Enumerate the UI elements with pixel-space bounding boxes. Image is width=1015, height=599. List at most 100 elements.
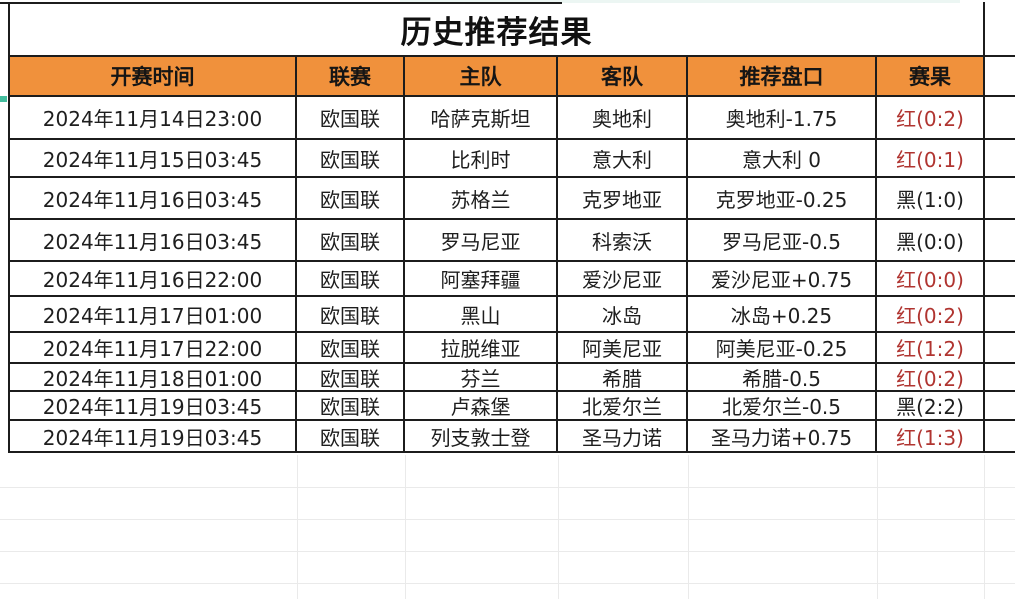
cell-result[interactable]: 红(0:2) [877, 364, 985, 392]
gridline [877, 455, 878, 599]
cell-result[interactable]: 黑(2:2) [877, 392, 985, 421]
cell-league[interactable]: 欧国联 [297, 178, 405, 220]
cell-home[interactable]: 哈萨克斯坦 [405, 97, 558, 140]
gridline [0, 551, 1015, 552]
cell-result[interactable]: 黑(1:0) [877, 178, 985, 220]
gridline [0, 487, 1015, 488]
cell-spacer[interactable] [985, 333, 1015, 364]
cell-home[interactable]: 罗马尼亚 [405, 220, 558, 262]
cell-spacer[interactable] [985, 262, 1015, 297]
cell-home[interactable]: 阿塞拜疆 [405, 262, 558, 297]
cell-home[interactable]: 卢森堡 [405, 392, 558, 421]
cell-time[interactable]: 2024年11月16日22:00 [8, 262, 297, 297]
cell-result[interactable]: 红(0:0) [877, 262, 985, 297]
cell-away[interactable]: 北爱尔兰 [558, 392, 688, 421]
cell-league[interactable]: 欧国联 [297, 297, 405, 333]
cell-league[interactable]: 欧国联 [297, 262, 405, 297]
cell-handicap[interactable]: 爱沙尼亚+0.75 [688, 262, 877, 297]
cell-spacer[interactable] [985, 140, 1015, 178]
cell-time[interactable]: 2024年11月14日23:00 [8, 97, 297, 140]
cell-time[interactable]: 2024年11月19日03:45 [8, 421, 297, 453]
cell-time[interactable]: 2024年11月19日03:45 [8, 392, 297, 421]
cell-home[interactable]: 比利时 [405, 140, 558, 178]
gridline [688, 455, 689, 599]
gridline [297, 455, 298, 599]
cell-handicap[interactable]: 圣马力诺+0.75 [688, 421, 877, 453]
cell-spacer[interactable] [985, 392, 1015, 421]
cell-result[interactable]: 红(1:3) [877, 421, 985, 453]
gridline [984, 455, 985, 599]
cell-handicap[interactable]: 北爱尔兰-0.5 [688, 392, 877, 421]
results-table: 开赛时间 联赛 主队 客队 推荐盘口 赛果 2024年11月14日23:00 欧… [8, 55, 1015, 453]
cell-spacer[interactable] [985, 178, 1015, 220]
header-handicap[interactable]: 推荐盘口 [688, 57, 877, 97]
cell-result[interactable]: 黑(0:0) [877, 220, 985, 262]
cell-away[interactable]: 科索沃 [558, 220, 688, 262]
title-right-border [983, 2, 985, 55]
gridline [558, 455, 559, 599]
cell-league[interactable]: 欧国联 [297, 220, 405, 262]
cell-time[interactable]: 2024年11月18日01:00 [8, 364, 297, 392]
cell-handicap[interactable]: 意大利 0 [688, 140, 877, 178]
header-time-label: 开赛时间 [110, 65, 195, 89]
cell-league[interactable]: 欧国联 [297, 140, 405, 178]
cell-result[interactable]: 红(0:1) [877, 140, 985, 178]
top-edge-strip [400, 0, 960, 3]
cell-time[interactable]: 2024年11月15日03:45 [8, 140, 297, 178]
cell-home[interactable]: 拉脱维亚 [405, 333, 558, 364]
cell-away[interactable]: 克罗地亚 [558, 178, 688, 220]
header-result[interactable]: 赛果 [877, 57, 985, 97]
gridline [0, 519, 1015, 520]
cell-away[interactable]: 圣马力诺 [558, 421, 688, 453]
cell-away[interactable]: 希腊 [558, 364, 688, 392]
cell-away[interactable]: 爱沙尼亚 [558, 262, 688, 297]
cell-time[interactable]: 2024年11月16日03:45 [8, 220, 297, 262]
gridline [405, 455, 406, 599]
header-handicap-label: 推荐盘口 [739, 65, 824, 89]
header-spacer-cell[interactable] [985, 57, 1015, 97]
cell-spacer[interactable] [985, 421, 1015, 453]
cell-handicap[interactable]: 克罗地亚-0.25 [688, 178, 877, 220]
cell-spacer[interactable] [985, 364, 1015, 392]
pane-marker [0, 96, 7, 102]
cell-spacer[interactable] [985, 297, 1015, 333]
cell-result[interactable]: 红(0:2) [877, 97, 985, 140]
cell-home[interactable]: 列支敦士登 [405, 421, 558, 453]
cell-league[interactable]: 欧国联 [297, 333, 405, 364]
cell-handicap[interactable]: 冰岛+0.25 [688, 297, 877, 333]
sheet-title-cell[interactable]: 历史推荐结果 [10, 4, 983, 55]
header-league[interactable]: 联赛 [297, 57, 405, 97]
cell-handicap[interactable]: 罗马尼亚-0.5 [688, 220, 877, 262]
cell-away[interactable]: 意大利 [558, 140, 688, 178]
title-top-border [0, 2, 562, 4]
cell-home[interactable]: 黑山 [405, 297, 558, 333]
cell-handicap[interactable]: 奥地利-1.75 [688, 97, 877, 140]
cell-away[interactable]: 奥地利 [558, 97, 688, 140]
cell-result[interactable]: 红(1:2) [877, 333, 985, 364]
cell-league[interactable]: 欧国联 [297, 392, 405, 421]
cell-away[interactable]: 阿美尼亚 [558, 333, 688, 364]
gridline [0, 583, 1015, 584]
cell-home[interactable]: 苏格兰 [405, 178, 558, 220]
cell-league[interactable]: 欧国联 [297, 421, 405, 453]
cell-handicap[interactable]: 阿美尼亚-0.25 [688, 333, 877, 364]
cell-spacer[interactable] [985, 220, 1015, 262]
cell-time[interactable]: 2024年11月16日03:45 [8, 178, 297, 220]
cell-spacer[interactable] [985, 97, 1015, 140]
header-time[interactable]: 开赛时间 [8, 57, 297, 97]
header-result-label: 赛果 [909, 65, 951, 89]
cell-league[interactable]: 欧国联 [297, 364, 405, 392]
cell-league[interactable]: 欧国联 [297, 97, 405, 140]
cell-time[interactable]: 2024年11月17日22:00 [8, 333, 297, 364]
header-away[interactable]: 客队 [558, 57, 688, 97]
cell-time[interactable]: 2024年11月17日01:00 [8, 297, 297, 333]
header-away-label: 客队 [601, 65, 643, 89]
header-home-label: 主队 [459, 65, 502, 89]
cell-result[interactable]: 红(0:2) [877, 297, 985, 333]
cell-home[interactable]: 芬兰 [405, 364, 558, 392]
header-league-label: 联赛 [329, 65, 371, 89]
header-home[interactable]: 主队 [405, 57, 558, 97]
cell-away[interactable]: 冰岛 [558, 297, 688, 333]
cell-handicap[interactable]: 希腊-0.5 [688, 364, 877, 392]
